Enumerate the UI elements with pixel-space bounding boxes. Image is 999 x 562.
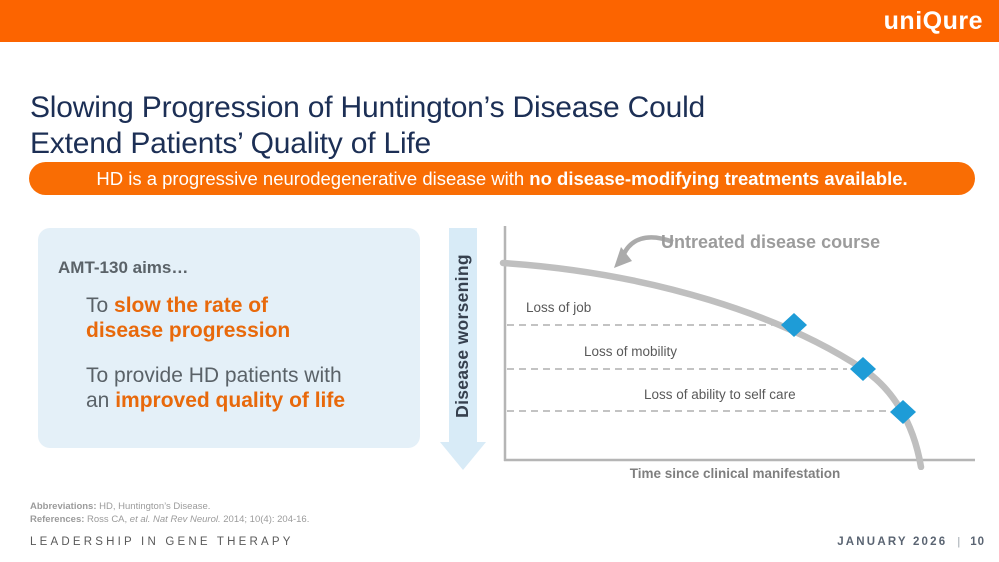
aims-point-1-bold-line1: slow the rate of: [114, 294, 269, 317]
aims-heading: AMT-130 aims…: [58, 258, 189, 277]
brand-bar: uniQure: [0, 0, 999, 42]
milestone-label-job: Loss of job: [526, 300, 592, 315]
company-tagline: LEADERSHIP IN GENE THERAPY: [30, 536, 294, 548]
title-line-1: Slowing Progression of Huntington’s Dise…: [30, 91, 706, 125]
aims-point-1-bold-line2: disease progression: [86, 319, 291, 342]
date-and-page: JANUARY 2026 | 10: [837, 536, 985, 548]
milestone-diamond-icon-self-care: [890, 400, 916, 424]
aims-point-2-line1: To provide HD patients with: [86, 364, 342, 387]
amt130-aims-card: [38, 228, 420, 448]
aims-point-2: To provide HD patients with an improved …: [86, 363, 345, 413]
milestone-label-self-care: Loss of ability to self care: [644, 387, 796, 402]
aims-point-2-prefix: an: [86, 389, 116, 412]
aims-point-1-prefix: To: [86, 294, 115, 317]
references-text-2: 2014; 10(4): 204-16.: [220, 514, 310, 525]
abbreviations-text: HD, Huntington’s Disease.: [96, 501, 211, 512]
milestone-diamond-icon-job: [781, 313, 807, 337]
page-number: 10: [970, 536, 985, 548]
disease-course-chart: [499, 226, 975, 470]
down-arrow-head-icon: [440, 442, 486, 470]
references-label: References:: [30, 514, 85, 525]
slide-date: JANUARY 2026: [837, 536, 948, 548]
references-journal: et al. Nat Rev Neurol.: [129, 514, 221, 525]
references-text-1: Ross CA,: [84, 514, 130, 525]
milestone-diamond-icon-mobility: [850, 357, 876, 381]
title-line-2: Extend Patients’ Quality of Life: [30, 127, 432, 161]
uniqure-logo: uniQure: [883, 6, 983, 35]
banner-text-bold: no disease-modifying treatments availabl…: [529, 167, 908, 189]
banner-text-regular: HD is a progressive neurodegenerative di…: [96, 167, 530, 189]
key-message-banner: HD is a progressive neurodegenerative di…: [29, 162, 975, 195]
aims-point-1: To slow the rate of disease progression: [86, 293, 290, 343]
x-axis-label: Time since clinical manifestation: [629, 466, 841, 481]
down-arrow-icon: [449, 228, 477, 442]
y-axis-label: Disease worsening: [452, 254, 472, 418]
aims-point-2-bold: improved quality of life: [115, 389, 346, 412]
annotation-arrowhead-icon: [614, 247, 632, 268]
references-note: References: Ross CA, et al. Nat Rev Neur…: [30, 513, 309, 526]
separator: |: [957, 536, 961, 548]
curve-label: Untreated disease course: [661, 232, 881, 252]
page-title: Slowing Progression of Huntington’s Dise…: [30, 90, 830, 162]
abbreviations-note: Abbreviations: HD, Huntington’s Disease.: [30, 500, 210, 513]
abbreviations-label: Abbreviations:: [30, 501, 97, 512]
milestone-label-mobility: Loss of mobility: [584, 344, 678, 359]
annotation-arrow-icon: [620, 235, 674, 257]
